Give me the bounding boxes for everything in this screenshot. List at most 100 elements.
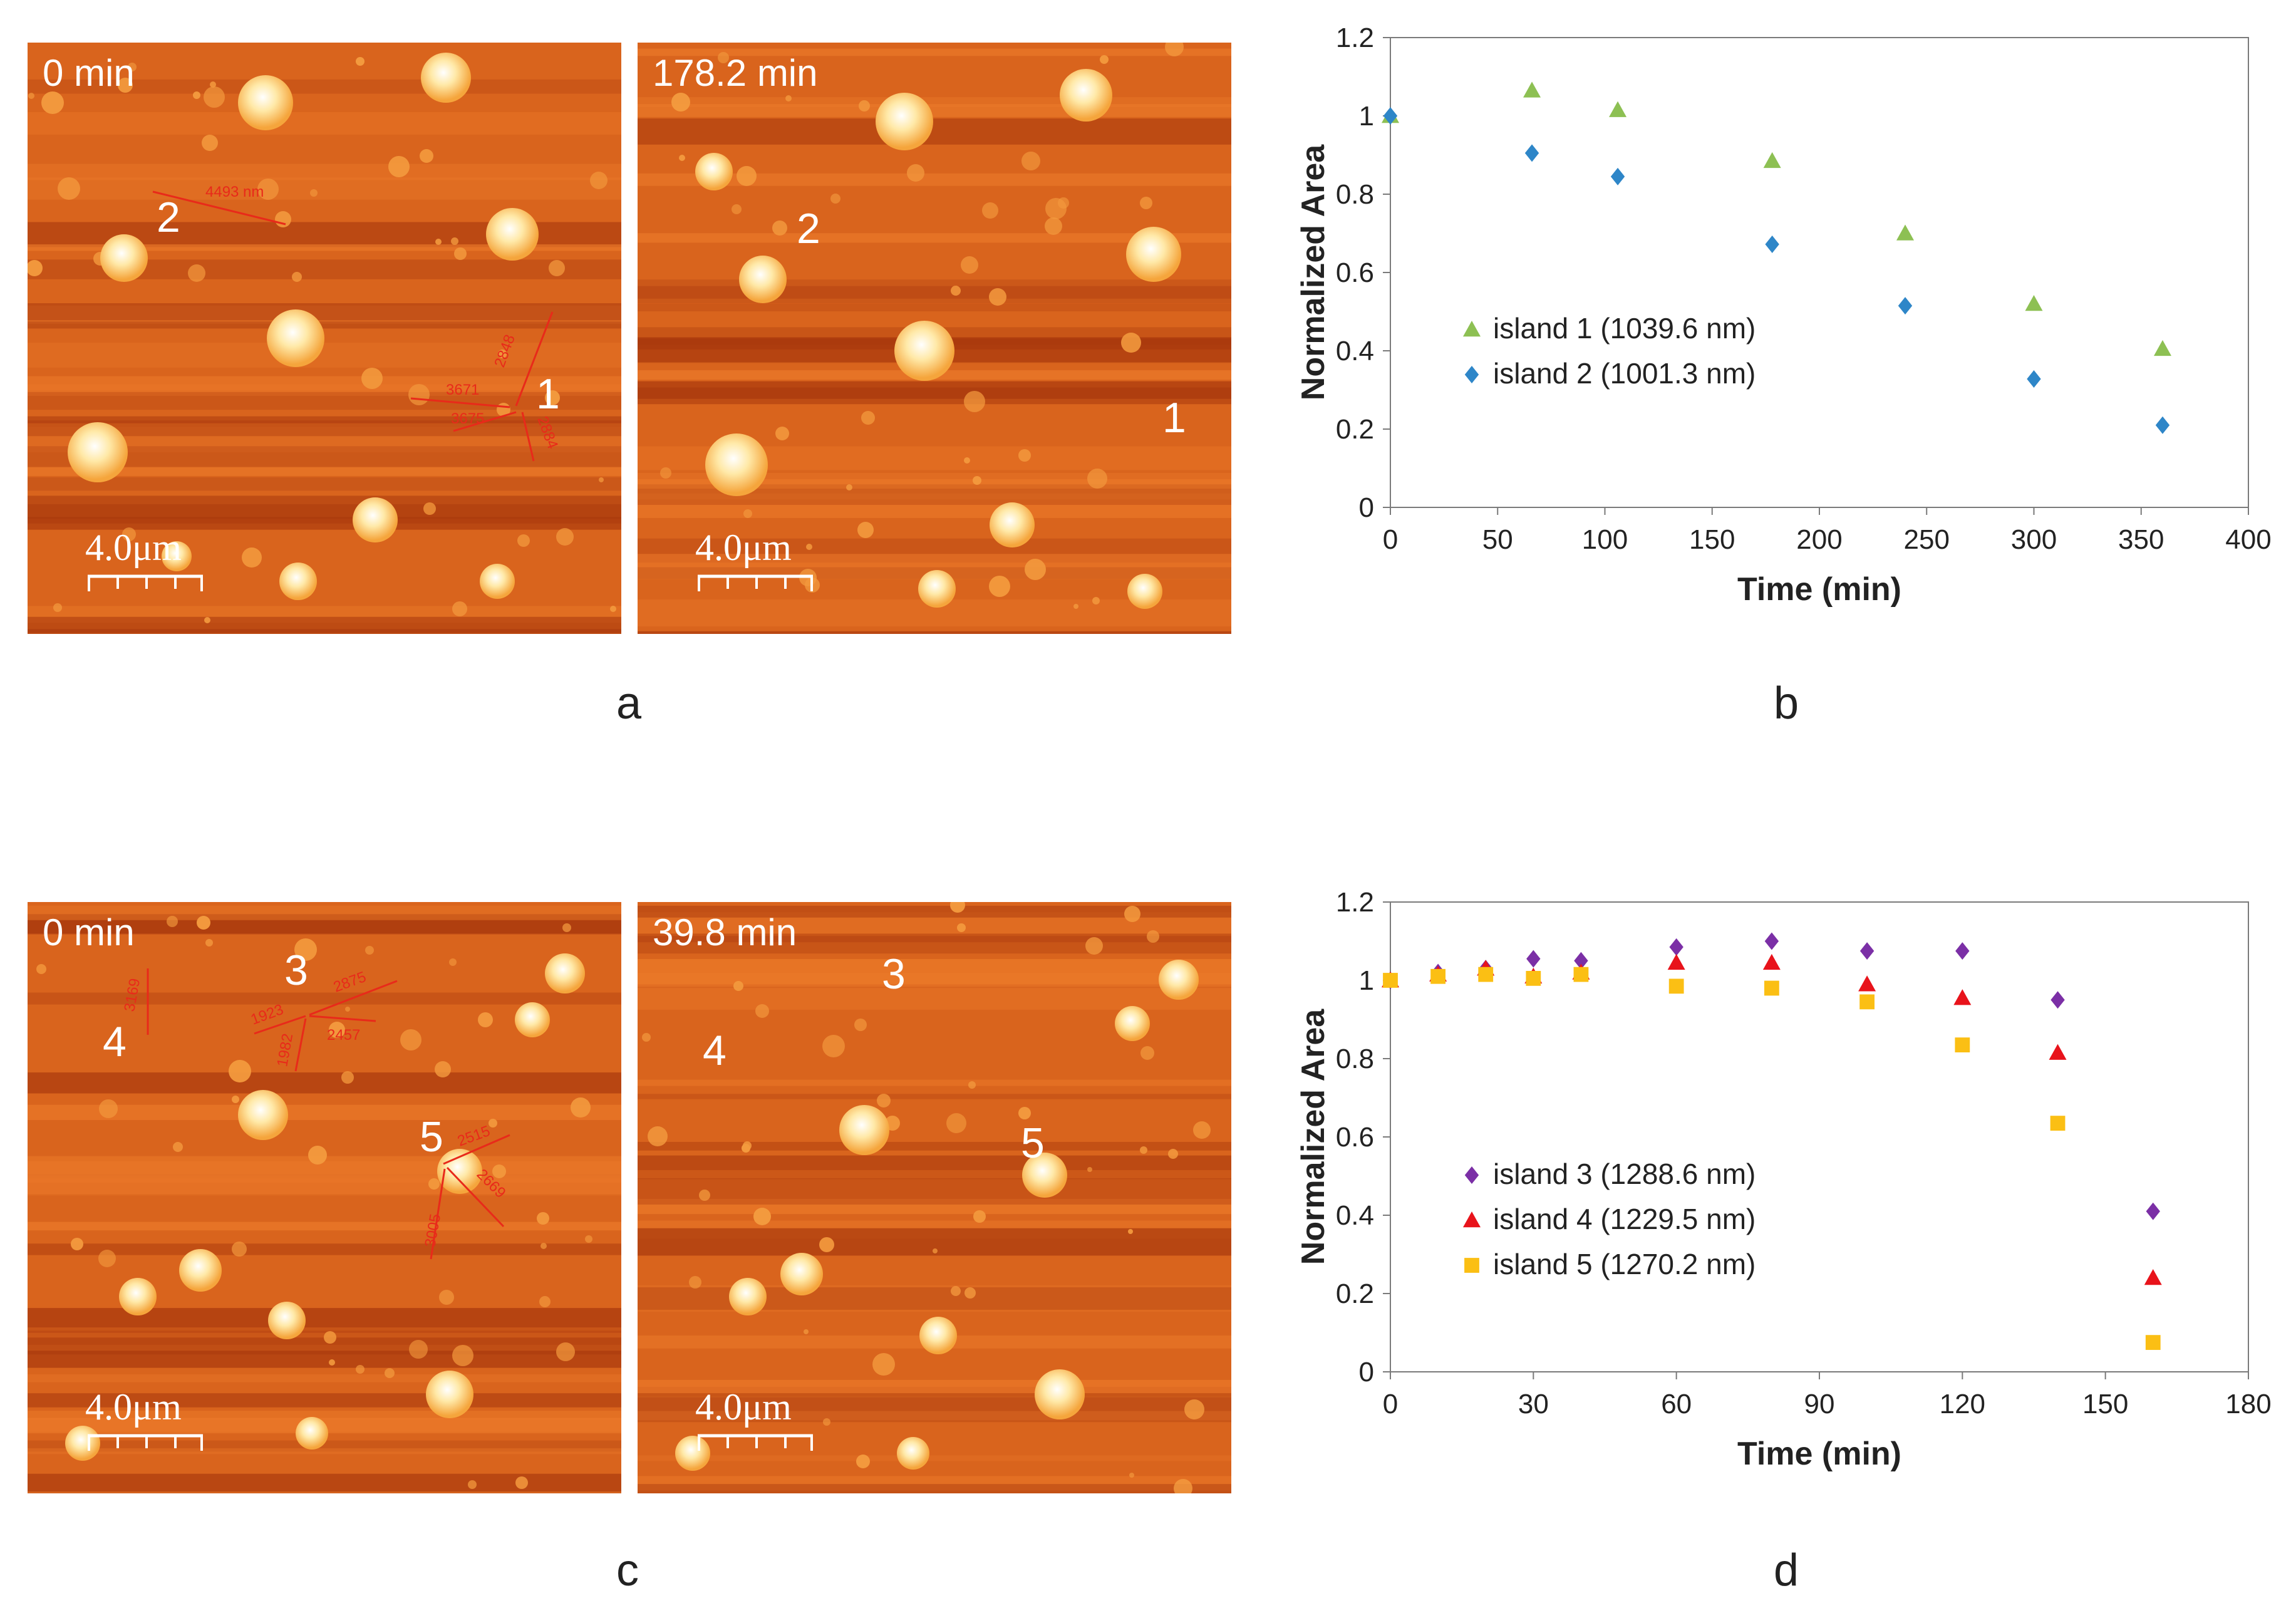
y-tick-label: 1 <box>1359 101 1374 132</box>
island-label-4: 4 <box>703 1027 727 1074</box>
data-point-island-4 <box>1953 989 1972 1005</box>
data-point-island-2 <box>1898 297 1913 315</box>
x-axis-label: Time (min) <box>1737 1436 1901 1472</box>
x-tick-label: 400 <box>2225 524 2271 555</box>
y-axis-label: Normalized Area <box>1295 144 1332 401</box>
x-tick-label: 0 <box>1383 524 1398 555</box>
data-point-island-5 <box>2050 1116 2066 1131</box>
data-point-island-3 <box>1859 942 1875 960</box>
x-tick-label: 300 <box>2011 524 2057 555</box>
plot-area <box>1390 901 2249 1372</box>
measure-line <box>453 411 517 432</box>
chart-b: 0 0.2 0.4 0.6 0.8 1 1.2 0 50 100 150 200 250 300 350 40… <box>1278 13 2292 645</box>
y-tick-label: 1 <box>1359 965 1374 996</box>
y-tick-label: 0 <box>1359 1357 1374 1387</box>
plot-area <box>1390 37 2249 508</box>
data-point-island-5 <box>1859 994 1875 1010</box>
data-point-island-1 <box>1609 101 1627 117</box>
afm-background <box>638 902 1231 1493</box>
data-point-island-2 <box>1765 236 1779 253</box>
island-label-3: 3 <box>882 950 906 998</box>
island-label-5: 5 <box>420 1113 443 1161</box>
data-point-island-1 <box>1896 224 1914 241</box>
x-tick-label: 50 <box>1482 524 1513 555</box>
panel-letter-d: d <box>1774 1545 1799 1595</box>
scale-bar <box>698 574 813 591</box>
data-point-island-2 <box>1524 144 1539 162</box>
island-label-1: 1 <box>536 370 560 418</box>
scale-bar-label: 4.0μm <box>85 1386 182 1428</box>
island-label-4: 4 <box>103 1018 127 1066</box>
data-point-island-5 <box>1764 980 1779 996</box>
y-tick-label: 0.6 <box>1336 1122 1374 1153</box>
measure-line <box>410 397 510 408</box>
measure-text: 4493 nm <box>205 184 264 200</box>
measure-text: 2457 <box>327 1027 360 1044</box>
x-tick-label: 200 <box>1796 524 1842 555</box>
data-point-island-5 <box>1668 978 1684 994</box>
y-axis-label: Normalized Area <box>1295 1009 1332 1265</box>
island-label-2: 2 <box>797 205 820 252</box>
y-tick-label: 1.2 <box>1336 23 1374 53</box>
legend-marker <box>1464 1258 1479 1273</box>
legend-marker <box>1464 1166 1479 1184</box>
data-point-island-5 <box>1526 970 1541 986</box>
data-point-island-2 <box>2027 370 2041 388</box>
legend-entry: island 5 (1270.2 nm) <box>1493 1248 1756 1280</box>
y-tick-label: 0.2 <box>1336 1278 1374 1309</box>
data-point-island-3 <box>2146 1202 2160 1220</box>
data-point-island-5 <box>1955 1037 1970 1053</box>
data-point-island-1 <box>2154 340 2171 356</box>
scale-bar-label: 4.0μm <box>695 1386 792 1428</box>
legend-entry: island 3 (1288.6 nm) <box>1493 1158 1756 1190</box>
y-tick-label: 0.4 <box>1336 1200 1374 1231</box>
x-tick-label: 90 <box>1804 1389 1835 1419</box>
afm-image-c-right: 39.8 min 3 4 5 4.0μm <box>638 902 1231 1493</box>
data-point-island-5 <box>1478 967 1494 982</box>
data-point-island-3 <box>1669 938 1683 956</box>
x-tick-label: 100 <box>1582 524 1628 555</box>
data-point-island-5 <box>2145 1335 2161 1351</box>
legend-entry: island 4 (1229.5 nm) <box>1493 1203 1756 1235</box>
afm-image-a-left: 0 min 2 1 4493 nm 3671 2848 3675 2884 4.… <box>28 43 621 634</box>
y-tick-label: 0.6 <box>1336 257 1374 288</box>
data-point-island-4 <box>2049 1044 2067 1060</box>
x-axis-label: Time (min) <box>1737 571 1901 608</box>
data-point-island-4 <box>1762 953 1781 970</box>
scale-bar <box>88 574 203 591</box>
scale-bar <box>88 1434 203 1451</box>
chart-d-svg: 0 0.2 0.4 0.6 0.8 1 1.2 0 30 60 90 120 150 180 Time (m… <box>1295 887 2272 1472</box>
time-label: 0 min <box>43 911 135 953</box>
measurement-annotations: 1923 2457 2875 3169 1982 2515 2669 3005 <box>121 968 510 1260</box>
data-point-island-1 <box>1523 81 1541 98</box>
afm-image-a-right: 178.2 min 2 1 4.0μm <box>638 43 1231 634</box>
measurement-annotations: 4493 nm 3671 2848 3675 2884 <box>152 184 561 462</box>
data-point-island-5 <box>1573 967 1589 982</box>
y-tick-label: 0.4 <box>1336 336 1374 366</box>
panel-letter-b: b <box>1774 678 1799 729</box>
time-label: 0 min <box>43 52 135 94</box>
data-point-island-5 <box>1430 968 1446 984</box>
data-point-island-4 <box>2144 1269 2162 1285</box>
data-point-island-5 <box>1383 973 1398 988</box>
chart-d: 0 0.2 0.4 0.6 0.8 1 1.2 0 30 60 90 120 150 180 Time (m… <box>1278 877 2292 1510</box>
y-tick-label: 0.8 <box>1336 1044 1374 1074</box>
legend-entry: island 1 (1039.6 nm) <box>1493 312 1756 345</box>
data-point-island-3 <box>2050 991 2065 1009</box>
x-tick-label: 150 <box>1689 524 1735 555</box>
data-point-island-3 <box>1955 942 1970 960</box>
island-label-1: 1 <box>1162 394 1186 442</box>
x-tick-label: 180 <box>2225 1389 2271 1419</box>
scale-bar-label: 4.0μm <box>85 527 182 568</box>
legend-marker <box>1464 366 1479 383</box>
data-point-island-4 <box>1858 975 1876 992</box>
measure-line <box>515 311 554 407</box>
measure-text: 3675 <box>451 410 484 427</box>
data-point-island-3 <box>1526 950 1541 968</box>
measure-line <box>521 412 535 462</box>
afm-background <box>28 902 621 1493</box>
data-point-island-4 <box>1667 953 1685 970</box>
scale-bar-label: 4.0μm <box>695 527 792 568</box>
scale-bar <box>698 1434 813 1451</box>
island-label-2: 2 <box>157 194 180 241</box>
